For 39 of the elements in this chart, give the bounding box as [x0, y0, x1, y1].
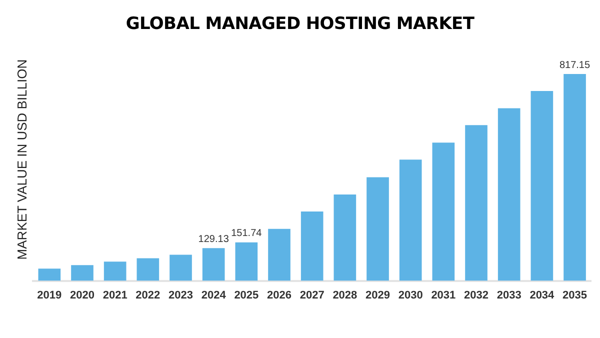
x-tick-label: 2020: [70, 289, 94, 302]
x-tick-label: 2029: [366, 289, 390, 302]
x-tick-label: 2019: [37, 289, 62, 302]
data-label: 151.74: [231, 228, 262, 240]
bar: [170, 254, 192, 281]
x-tick-label: 2032: [464, 289, 489, 302]
x-tick-label: 2034: [530, 289, 556, 302]
x-tick-label: 2030: [398, 289, 423, 302]
bar: [136, 258, 160, 281]
bar: [71, 265, 94, 281]
x-tick-label: 2031: [431, 289, 456, 302]
bar: [399, 160, 422, 281]
x-tick-label: 2022: [136, 289, 160, 302]
x-tick-label: 2033: [496, 289, 522, 302]
x-tick-label: 2025: [234, 289, 259, 302]
bar: [530, 90, 554, 281]
bar: [300, 211, 324, 281]
data-label: 129.13: [198, 234, 230, 245]
bar: [235, 242, 258, 281]
x-tick-label: 2023: [168, 289, 193, 302]
x-tick-label: 2027: [300, 289, 324, 302]
bar: [498, 108, 520, 281]
bar: [564, 74, 586, 281]
bar: [432, 142, 455, 281]
y-axis-title: MARKET VALUE IN USD BILLION: [14, 58, 30, 262]
bar: [465, 125, 488, 281]
bar: [268, 228, 290, 281]
x-tick-label: 2035: [562, 289, 588, 302]
bar: [38, 268, 61, 281]
chart-title: GLOBAL MANAGED HOSTING MARKET: [124, 14, 476, 34]
bar: [334, 194, 356, 281]
bar: [202, 248, 225, 281]
data-label: 817.15: [559, 60, 590, 71]
x-tick-label: 2028: [332, 289, 358, 302]
x-tick-label: 2026: [267, 289, 292, 302]
bar: [366, 177, 389, 281]
x-tick-label: 2024: [201, 289, 227, 302]
x-tick-label: 2021: [102, 289, 128, 302]
bar: [104, 262, 126, 281]
